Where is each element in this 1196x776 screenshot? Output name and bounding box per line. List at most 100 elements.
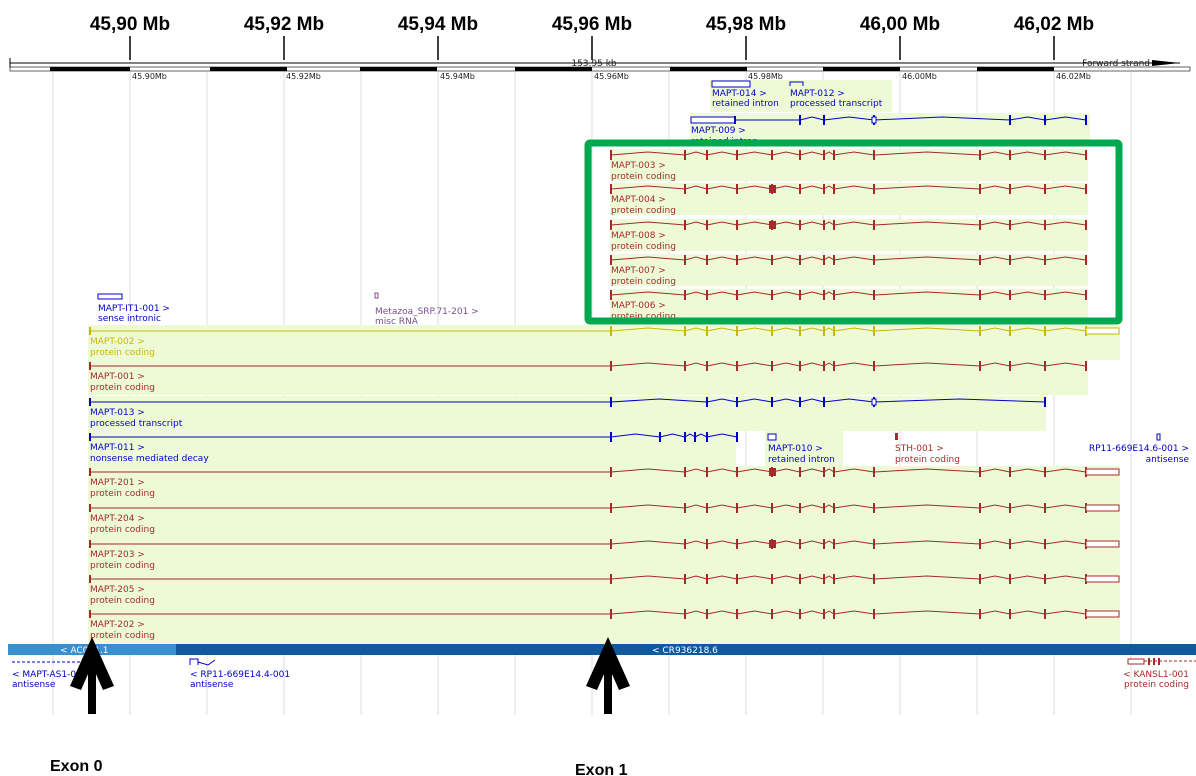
- exon-mark: [1044, 539, 1046, 549]
- exon-mark: [736, 184, 738, 194]
- transcript-name: MAPT-205 >: [90, 585, 145, 595]
- span-label: 153.95 kb: [571, 59, 617, 69]
- utr-box: [690, 116, 736, 124]
- exon-mark: [1044, 361, 1046, 371]
- exon-mark: [89, 362, 91, 370]
- exon-mark: [1085, 184, 1087, 194]
- exon-mark: [833, 220, 835, 230]
- exon-mark: [684, 432, 686, 442]
- intron-line: [1009, 610, 1046, 615]
- scale-bar-seg: [823, 67, 900, 71]
- intron-line: [736, 504, 773, 509]
- intron-line: [706, 433, 738, 438]
- exon-mark: [771, 574, 773, 584]
- contig-label-right: < CR936218.6: [652, 646, 718, 656]
- exon-mark: [1009, 220, 1011, 230]
- intron-line: [1044, 468, 1087, 473]
- intron-line: [1044, 291, 1087, 296]
- exon1-arrow-head: [586, 637, 630, 690]
- intron-line: [706, 540, 738, 545]
- intron-line: [833, 610, 875, 615]
- exon-mark: [706, 150, 708, 160]
- exon-mark: [771, 255, 773, 265]
- exon-mark: [823, 467, 825, 477]
- exon-mark: [979, 609, 981, 619]
- intron-line: [684, 504, 708, 509]
- intron-line: [610, 291, 686, 296]
- exon-mark: [833, 150, 835, 160]
- intron-line: [979, 504, 1011, 509]
- intron-line: [873, 610, 981, 615]
- exon-mark: [979, 361, 981, 371]
- exon-mark: [706, 290, 708, 300]
- exon-mark: [833, 539, 835, 549]
- intron-line: [799, 185, 825, 190]
- exon-mark: [823, 255, 825, 265]
- intron-line: [706, 468, 738, 473]
- intron-line: [979, 575, 1011, 580]
- exon-mark: [799, 574, 801, 584]
- scale-bar-seg: [50, 67, 130, 71]
- intron-line: [706, 610, 738, 615]
- intron-line: [823, 116, 875, 121]
- exon-mark: [771, 609, 773, 619]
- exon-mark: [1044, 397, 1046, 407]
- intron-line: [684, 468, 708, 473]
- exon-mark: [684, 609, 686, 619]
- intron-line: [833, 221, 875, 226]
- intron-line: [771, 221, 801, 226]
- intron-line: [833, 291, 875, 296]
- exon-mark: [823, 361, 825, 371]
- transcript-name: MAPT-004 >: [611, 195, 666, 205]
- utr-box: [1085, 468, 1120, 476]
- transcript-biotype: processed transcript: [90, 419, 183, 429]
- exon-mark: [684, 467, 686, 477]
- intron-line: [736, 610, 773, 615]
- intron-line: [771, 610, 801, 615]
- exon-mark: [1158, 658, 1160, 665]
- intron-line: [706, 151, 738, 156]
- exon-mark: [684, 255, 686, 265]
- utr-box: [711, 80, 751, 88]
- top-mb-label: 45,94 Mb: [398, 14, 478, 35]
- ruler-tick-label: 45.96Mb: [594, 72, 629, 81]
- intron-line: [799, 362, 825, 367]
- exon-mark: [736, 467, 738, 477]
- exon-mark: [610, 150, 612, 160]
- transcript-biotype: nonsense mediated decay: [90, 454, 209, 464]
- utr-box: [1156, 433, 1161, 441]
- transcript-biotype: protein coding: [90, 596, 155, 606]
- intron-line: [823, 362, 835, 367]
- intron-line: [610, 468, 686, 473]
- exon-mark: [706, 255, 708, 265]
- exon-mark: [736, 397, 738, 407]
- intron-line: [823, 221, 835, 226]
- intron-line: [736, 151, 773, 156]
- exon-mark: [694, 432, 696, 442]
- exon-mark: [1009, 539, 1011, 549]
- exon-mark: [771, 503, 773, 513]
- exon-mark: [706, 326, 708, 336]
- intron-line: [833, 185, 875, 190]
- exon-mark: [1085, 290, 1087, 300]
- exon-mark: [736, 503, 738, 513]
- transcript-name: MAPT-201 >: [90, 478, 145, 488]
- transcript-biotype: protein coding: [90, 561, 155, 571]
- exon-mark: [873, 361, 875, 371]
- transcript-biotype: protein coding: [90, 631, 155, 641]
- intron-line: [736, 291, 773, 296]
- exon-mark: [873, 326, 875, 336]
- exon-mark: [799, 361, 801, 371]
- intron-line: [799, 256, 825, 261]
- transcript-name: STH-001 >: [895, 444, 944, 454]
- exon-mark: [771, 326, 773, 336]
- intron-line: [979, 468, 1011, 473]
- transcript-band: [765, 431, 843, 469]
- exon-mark: [684, 290, 686, 300]
- exon-mark: [1009, 184, 1011, 194]
- transcript-band: [88, 360, 1088, 395]
- strand-label: Forward strand: [1082, 59, 1150, 69]
- utr-box: [1127, 658, 1145, 665]
- intron-line: [979, 540, 1011, 545]
- exon-mark: [873, 255, 875, 265]
